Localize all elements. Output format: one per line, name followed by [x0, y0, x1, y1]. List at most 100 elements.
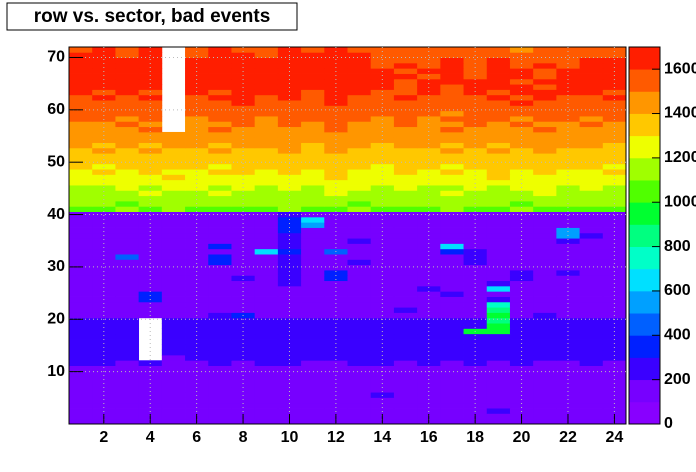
cell	[602, 116, 627, 122]
cell	[440, 408, 464, 414]
cell	[602, 211, 627, 218]
cell	[509, 349, 534, 356]
cell	[463, 370, 488, 377]
cell	[533, 259, 557, 266]
cell	[370, 206, 395, 213]
cell	[301, 360, 325, 366]
cell	[115, 116, 140, 122]
cell	[208, 275, 232, 282]
cell	[69, 158, 93, 165]
cell	[347, 392, 372, 398]
cell	[208, 238, 232, 244]
cell	[301, 408, 325, 414]
cell	[393, 370, 418, 377]
cell	[347, 174, 372, 181]
cell	[463, 110, 488, 117]
cell	[324, 301, 348, 308]
cell	[417, 126, 441, 133]
cell	[370, 349, 395, 356]
cell	[161, 190, 186, 197]
cell	[602, 386, 627, 393]
cell	[69, 291, 93, 297]
cell	[579, 195, 604, 202]
cell	[69, 360, 93, 366]
cell	[579, 339, 604, 345]
cell	[69, 232, 93, 239]
cell	[463, 301, 488, 308]
cell	[301, 94, 325, 101]
cell	[161, 153, 186, 159]
cell	[254, 254, 279, 260]
cell	[138, 386, 163, 393]
cell	[324, 381, 348, 388]
cell	[69, 275, 93, 282]
cell	[393, 52, 418, 59]
cell	[393, 84, 418, 90]
cell	[92, 131, 116, 138]
cell	[533, 142, 557, 149]
chart-title: row vs. sector, bad events	[34, 6, 271, 27]
cell	[115, 227, 140, 234]
cell	[440, 190, 464, 197]
palette-band	[629, 224, 660, 247]
cell	[440, 126, 464, 133]
cell	[486, 392, 511, 398]
cell	[324, 190, 348, 197]
cell	[602, 222, 627, 228]
cell	[115, 413, 140, 420]
cell	[301, 312, 325, 319]
cell	[301, 169, 325, 175]
cell	[486, 328, 511, 335]
cell	[92, 137, 116, 143]
cell	[463, 57, 488, 64]
cell	[602, 408, 627, 414]
cell	[254, 333, 279, 340]
cell	[393, 381, 418, 388]
cell	[115, 243, 140, 250]
cell	[393, 185, 418, 191]
cell	[161, 254, 186, 260]
cell	[301, 227, 325, 234]
cell	[417, 174, 441, 181]
cell	[579, 169, 604, 175]
cell	[579, 349, 604, 356]
cell	[509, 243, 534, 250]
cell	[602, 254, 627, 260]
cell	[277, 126, 302, 133]
cell	[347, 312, 372, 319]
cell	[509, 78, 534, 85]
cell	[115, 62, 140, 69]
cell	[417, 116, 441, 122]
cell	[602, 190, 627, 197]
cell	[92, 147, 116, 154]
cell	[254, 195, 279, 202]
cell	[161, 291, 186, 297]
cell	[69, 339, 93, 345]
cell	[533, 84, 557, 90]
cell	[301, 47, 325, 53]
cell	[324, 222, 348, 228]
cell	[208, 243, 232, 250]
cell	[69, 190, 93, 197]
cell	[347, 248, 372, 255]
cell	[602, 275, 627, 282]
cell	[115, 174, 140, 181]
cell	[509, 131, 534, 138]
cell	[579, 52, 604, 59]
z-tick-label: 1000	[664, 193, 696, 210]
cell	[556, 333, 580, 340]
cell	[486, 307, 511, 313]
cell	[533, 238, 557, 244]
cell	[92, 285, 116, 292]
cell	[486, 137, 511, 143]
cell	[393, 386, 418, 393]
cell	[440, 376, 464, 382]
cell	[417, 370, 441, 377]
cell	[115, 163, 140, 170]
cell	[138, 116, 163, 122]
cell	[440, 280, 464, 287]
cell	[533, 211, 557, 218]
cell	[69, 62, 93, 69]
cell	[556, 110, 580, 117]
cell	[347, 100, 372, 106]
